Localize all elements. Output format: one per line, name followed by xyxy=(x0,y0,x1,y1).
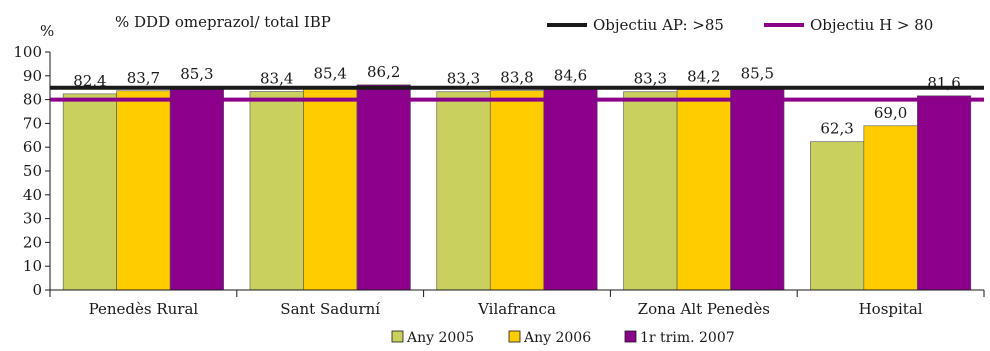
category-label: Zona Alt Penedès xyxy=(638,300,770,318)
reference-line-legend: Objectiu AP: >85 Objectiu H > 80 xyxy=(547,16,933,34)
data-label: 83,7 xyxy=(127,69,160,87)
data-label: 83,8 xyxy=(500,69,533,87)
series-legend: Any 2005 Any 2006 1r trim. 2007 xyxy=(391,330,735,346)
bar xyxy=(810,141,865,291)
y-tick-label: 30 xyxy=(23,210,42,228)
bar xyxy=(623,91,678,291)
data-label: 85,5 xyxy=(741,65,774,83)
category-label: Hospital xyxy=(859,300,923,318)
data-label: 85,4 xyxy=(313,65,346,83)
y-tick-label: 10 xyxy=(23,257,42,275)
bar xyxy=(169,86,224,291)
bar xyxy=(676,89,731,291)
category-label: Penedès Rural xyxy=(89,300,199,318)
data-label: 83,3 xyxy=(447,70,480,88)
y-axis-label: % xyxy=(40,22,54,40)
y-tick-label: 100 xyxy=(13,43,42,61)
reference-lines xyxy=(50,85,984,102)
data-label: 85,3 xyxy=(180,65,213,83)
bar xyxy=(543,88,598,291)
bar xyxy=(436,91,491,291)
data-label: 84,6 xyxy=(554,67,587,85)
bar xyxy=(303,86,358,291)
bar-series xyxy=(62,84,972,291)
y-tick-label: 90 xyxy=(23,67,42,85)
category-label: Sant Sadurní xyxy=(280,300,380,318)
data-label: 86,2 xyxy=(367,63,400,81)
legend-label: Any 2006 xyxy=(523,330,591,346)
bar xyxy=(863,125,918,291)
reference-legend-label: Objectiu AP: >85 xyxy=(593,16,724,34)
data-label: 83,3 xyxy=(634,70,667,88)
category-label: Vilafranca xyxy=(477,300,556,318)
bar xyxy=(249,91,304,291)
legend-swatch xyxy=(391,330,404,343)
data-label: 81,6 xyxy=(927,74,960,92)
y-tick-label: 50 xyxy=(23,162,42,180)
legend-swatch xyxy=(624,330,637,343)
legend-swatch xyxy=(508,330,521,343)
data-label: 69,0 xyxy=(874,104,907,122)
y-tick-label: 70 xyxy=(23,114,42,132)
bar xyxy=(356,84,411,291)
legend-label: Any 2005 xyxy=(406,330,474,346)
legend-label: 1r trim. 2007 xyxy=(640,330,735,346)
y-tick-label: 20 xyxy=(23,233,42,251)
y-tick-label: 80 xyxy=(23,91,42,109)
reference-legend-label: Objectiu H > 80 xyxy=(810,16,933,34)
bar xyxy=(116,90,171,291)
data-label: 83,4 xyxy=(260,70,293,88)
bar xyxy=(917,95,972,291)
value-labels: 82,4 83,7 85,3 83,4 85,4 86,2 83,3 83,8 84,6 83,3… xyxy=(73,63,961,138)
bar xyxy=(62,93,117,291)
x-axis: Penedès Rural Sant Sadurní Vilafranca Zona … xyxy=(49,289,985,318)
chart-title: % DDD omeprazol/ total IBP xyxy=(115,13,331,31)
bar xyxy=(489,90,545,291)
y-tick-label: 0 xyxy=(32,281,42,299)
y-tick-label: 40 xyxy=(23,186,42,204)
y-tick-label: 60 xyxy=(23,138,42,156)
data-label: 82,4 xyxy=(73,72,106,90)
y-axis: 0 10 20 30 40 50 60 70 80 90 100 xyxy=(13,43,51,299)
data-label: 62,3 xyxy=(820,120,853,138)
bar xyxy=(730,86,785,291)
data-label: 84,2 xyxy=(687,68,720,86)
